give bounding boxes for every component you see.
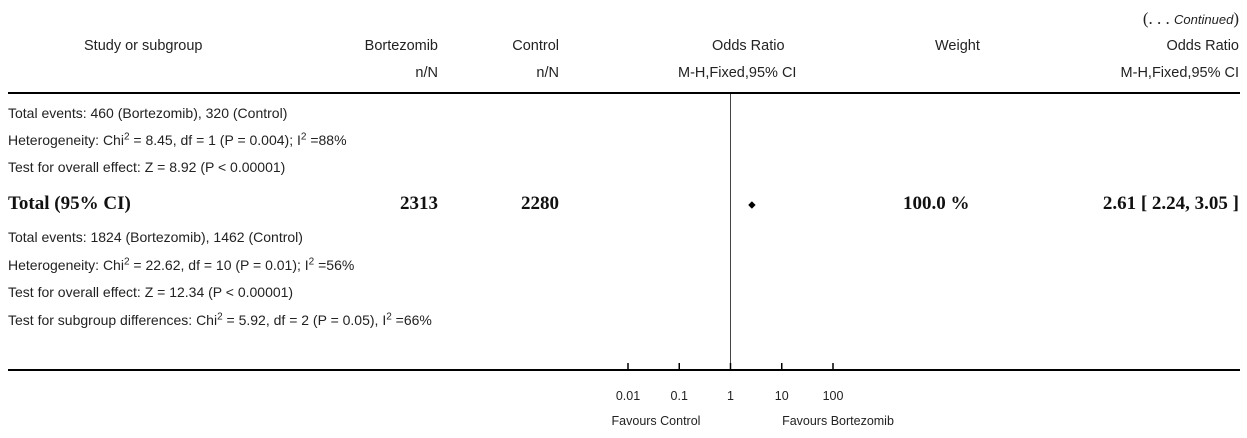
total-diamond-marker xyxy=(748,201,756,209)
subgroup-total-events: Total events: 460 (Bortezomib), 320 (Con… xyxy=(8,105,288,121)
x-tick-label: 1 xyxy=(727,389,734,403)
total-heterogeneity: Heterogeneity: Chi2 = 22.62, df = 10 (P … xyxy=(8,256,355,273)
total-overall-effect: Test for overall effect: Z = 12.34 (P < … xyxy=(8,284,294,300)
total-events: Total events: 1824 (Bortezomib), 1462 (C… xyxy=(8,229,303,245)
favours-bortezomib-label: Favours Bortezomib xyxy=(782,414,894,428)
total-weight: 100.0 % xyxy=(903,193,970,214)
x-tick-label: 100 xyxy=(823,389,844,403)
header-rule xyxy=(8,92,1240,94)
subgroup-overall-effect: Test for overall effect: Z = 8.92 (P < 0… xyxy=(8,159,286,175)
x-tick-label: 10 xyxy=(775,389,789,403)
header-method: M-H,Fixed,95% CI xyxy=(678,65,797,81)
header-control-sub: n/N xyxy=(536,65,559,81)
subgroup-heterogeneity: Heterogeneity: Chi2 = 8.45, df = 1 (P = … xyxy=(8,131,347,148)
header-control: Control xyxy=(512,38,559,54)
subgroup-differences: Test for subgroup differences: Chi2 = 5.… xyxy=(8,311,432,328)
total-label: Total (95% CI) xyxy=(8,193,131,214)
x-tick-label: 0.01 xyxy=(616,389,640,403)
total-control-n: 2280 xyxy=(521,193,559,214)
header-bortezomib: Bortezomib xyxy=(364,38,438,54)
bottom-rule xyxy=(8,369,1240,371)
x-tick-label: 0.1 xyxy=(671,389,688,403)
header-odds-ratio-right: Odds Ratio xyxy=(1166,38,1239,54)
header-bortezomib-sub: n/N xyxy=(415,65,438,81)
continued-note: (. . . Continued) xyxy=(1142,9,1239,28)
header-method-right: M-H,Fixed,95% CI xyxy=(1120,65,1239,81)
total-or-text: 2.61 [ 2.24, 3.05 ] xyxy=(1102,193,1239,214)
total-bortezomib-n: 2313 xyxy=(400,193,438,214)
favours-control-label: Favours Control xyxy=(612,414,701,428)
header-study: Study or subgroup xyxy=(84,38,203,54)
header-weight: Weight xyxy=(935,38,980,54)
header-odds-ratio: Odds Ratio xyxy=(712,38,785,54)
